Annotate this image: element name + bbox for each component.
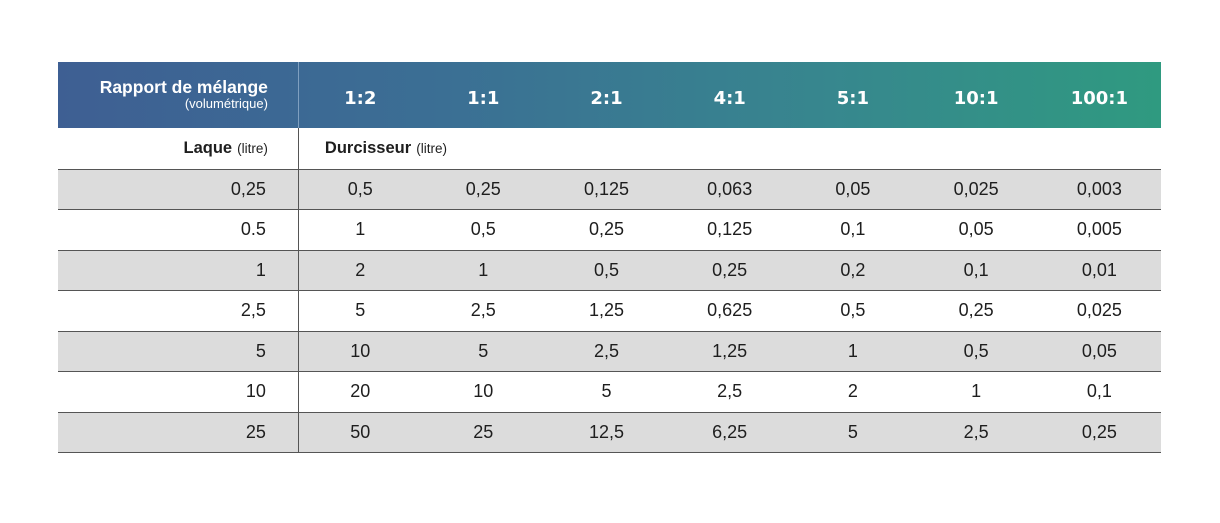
laque-value: 1 bbox=[58, 250, 299, 291]
table-cell: 0,01 bbox=[1037, 250, 1161, 291]
table-cell: 0,5 bbox=[298, 169, 422, 210]
table-cell: 5 bbox=[421, 331, 545, 372]
table-cell: 0,5 bbox=[544, 250, 669, 291]
ratio-col-header: 4:1 bbox=[713, 87, 746, 109]
ratio-header-row: Rapport de mélange (volumétrique) 1:2 1:… bbox=[58, 62, 1161, 128]
table-cell: 0,1 bbox=[914, 250, 1038, 291]
table-row: 2,5 5 2,5 1,25 0,625 0,5 0,25 0,025 bbox=[58, 290, 1161, 332]
table-cell: 0,125 bbox=[544, 169, 669, 210]
ratio-col-header: 5:1 bbox=[836, 87, 870, 109]
table-cell: 1 bbox=[421, 250, 545, 291]
table-row: 5 10 5 2,5 1,25 1 0,5 0,05 bbox=[58, 331, 1161, 372]
table-cell: 0,1 bbox=[1037, 371, 1161, 413]
ratio-header-label: Rapport de mélange (volumétrique) bbox=[58, 62, 299, 128]
laque-unit: (litre) bbox=[237, 141, 268, 157]
ratio-col-header: 2:1 bbox=[590, 87, 623, 109]
laque-label: Laque bbox=[183, 139, 233, 158]
table-cell: 0,05 bbox=[914, 209, 1038, 251]
table-cell: 0,25 bbox=[668, 250, 792, 291]
table-cell: 0,5 bbox=[914, 331, 1038, 372]
laque-value: 10 bbox=[58, 371, 299, 413]
table-cell: 12,5 bbox=[544, 412, 669, 453]
ratio-col-header: 100:1 bbox=[1070, 87, 1129, 109]
table-cell: 2 bbox=[298, 250, 422, 291]
table-cell: 0,625 bbox=[668, 290, 792, 332]
table-row: 0,25 0,5 0,25 0,125 0,063 0,05 0,025 0,0… bbox=[58, 169, 1161, 210]
table-cell: 25 bbox=[421, 412, 545, 453]
table-cell: 10 bbox=[421, 371, 545, 413]
table-row: 1 2 1 0,5 0,25 0,2 0,1 0,01 bbox=[58, 250, 1161, 291]
ratio-title: Rapport de mélange bbox=[99, 77, 268, 98]
table-cell: 50 bbox=[298, 412, 422, 453]
table-cell: 1,25 bbox=[544, 290, 669, 332]
laque-unit-header: Laque (litre) bbox=[58, 128, 299, 170]
laque-value: 25 bbox=[58, 412, 299, 453]
durcisseur-unit-header: Durcisseur (litre) bbox=[298, 128, 1161, 170]
table-cell: 20 bbox=[298, 371, 422, 413]
ratio-col-header: 1:1 bbox=[467, 87, 500, 109]
table-cell: 1 bbox=[298, 209, 422, 251]
table-cell: 0,125 bbox=[668, 209, 792, 251]
table-cell: 10 bbox=[298, 331, 422, 372]
table-cell: 6,25 bbox=[668, 412, 792, 453]
table-cell: 0,25 bbox=[914, 290, 1038, 332]
ratio-col-header: 10:1 bbox=[953, 87, 999, 109]
table-cell: 1,25 bbox=[668, 331, 792, 372]
table-cell: 0,063 bbox=[668, 169, 792, 210]
laque-value: 0,25 bbox=[58, 169, 299, 210]
durcisseur-unit: (litre) bbox=[416, 141, 447, 157]
units-row: Laque (litre) Durcisseur (litre) bbox=[58, 128, 1161, 170]
table-cell: 2,5 bbox=[544, 331, 669, 372]
ratio-col-header: 1:2 bbox=[344, 87, 377, 109]
table-cell: 0,1 bbox=[791, 209, 915, 251]
table-cell: 0,005 bbox=[1037, 209, 1161, 251]
table-cell: 0,5 bbox=[791, 290, 915, 332]
table-cell: 0,5 bbox=[421, 209, 545, 251]
mixing-ratio-table-wrapper: Rapport de mélange (volumétrique) 1:2 1:… bbox=[58, 62, 1161, 453]
table-cell: 0,003 bbox=[1037, 169, 1161, 210]
table-cell: 1 bbox=[791, 331, 915, 372]
mixing-ratio-table: Rapport de mélange (volumétrique) 1:2 1:… bbox=[58, 62, 1161, 453]
table-cell: 0,2 bbox=[791, 250, 915, 291]
durcisseur-label: Durcisseur bbox=[324, 139, 412, 158]
table-cell: 0,05 bbox=[1037, 331, 1161, 372]
table-cell: 5 bbox=[544, 371, 669, 413]
table-cell: 2,5 bbox=[668, 371, 792, 413]
table-cell: 5 bbox=[298, 290, 422, 332]
table-cell: 0,25 bbox=[544, 209, 669, 251]
laque-value: 5 bbox=[58, 331, 299, 372]
ratio-subtitle: (volumétrique) bbox=[184, 96, 268, 112]
laque-value: 0.5 bbox=[58, 209, 299, 251]
table-row: 10 20 10 5 2,5 2 1 0,1 bbox=[58, 371, 1161, 413]
table-cell: 2,5 bbox=[421, 290, 545, 332]
table-cell: 0,025 bbox=[1037, 290, 1161, 332]
table-cell: 0,25 bbox=[421, 169, 545, 210]
table-cell: 2,5 bbox=[914, 412, 1038, 453]
table-row: 25 50 25 12,5 6,25 5 2,5 0,25 bbox=[58, 412, 1161, 453]
table-cell: 2 bbox=[791, 371, 915, 413]
table-row: 0.5 1 0,5 0,25 0,125 0,1 0,05 0,005 bbox=[58, 209, 1161, 251]
table-cell: 0,25 bbox=[1037, 412, 1161, 453]
table-cell: 0,05 bbox=[791, 169, 915, 210]
table-cell: 1 bbox=[914, 371, 1038, 413]
table-cell: 0,025 bbox=[914, 169, 1038, 210]
laque-value: 2,5 bbox=[58, 290, 299, 332]
table-cell: 5 bbox=[791, 412, 915, 453]
